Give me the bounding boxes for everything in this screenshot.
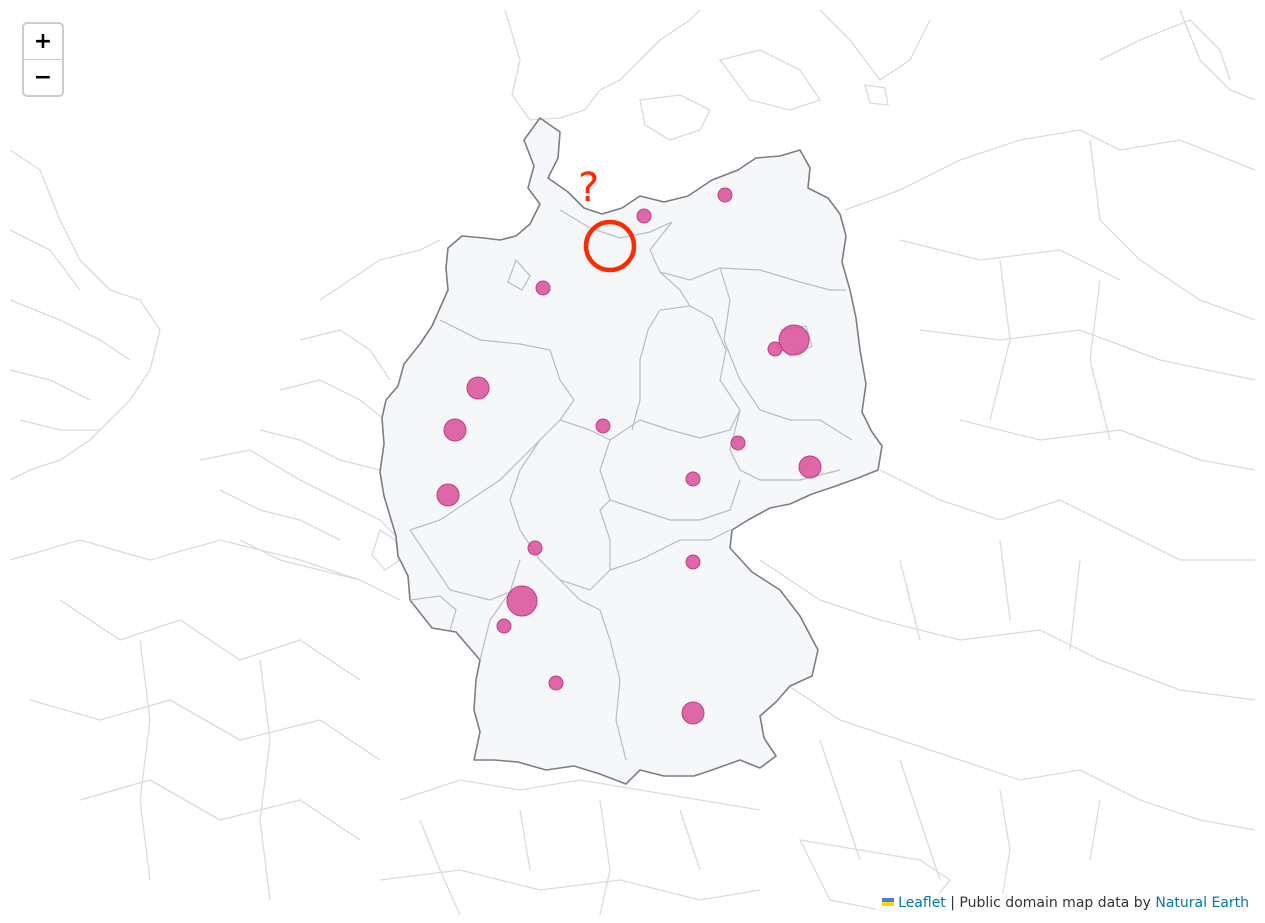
border-saarland bbox=[409, 595, 457, 631]
natural-earth-link[interactable]: Natural Earth bbox=[1155, 895, 1249, 911]
border-bremen bbox=[507, 258, 531, 291]
border-niedersachsen-east bbox=[631, 271, 692, 431]
city-marker[interactable] bbox=[527, 540, 543, 556]
city-markers bbox=[436, 187, 822, 725]
city-marker[interactable] bbox=[767, 341, 783, 357]
city-marker[interactable] bbox=[730, 435, 746, 451]
poland-coast bbox=[844, 129, 1256, 211]
city-marker[interactable] bbox=[798, 455, 822, 479]
belgium-border bbox=[199, 449, 401, 541]
border-rheinland-pfalz bbox=[409, 529, 521, 601]
germany-outline bbox=[379, 117, 883, 785]
city-marker[interactable] bbox=[466, 376, 490, 400]
denmark-east bbox=[718, 49, 822, 111]
czech-border bbox=[879, 469, 1255, 561]
border-schleswig-holstein bbox=[559, 209, 673, 239]
city-marker[interactable] bbox=[496, 618, 512, 634]
sweden-outline bbox=[819, 9, 1256, 101]
zoom-out-button[interactable]: − bbox=[24, 59, 62, 95]
border-bw-west bbox=[479, 591, 511, 661]
ukraine-flag-icon bbox=[882, 898, 895, 906]
attribution-text: Public domain map data by bbox=[959, 895, 1156, 911]
italy-north bbox=[379, 869, 761, 901]
austria-border bbox=[779, 679, 1256, 831]
denmark-islands bbox=[639, 94, 711, 141]
poland-regions bbox=[899, 239, 1256, 471]
border-bayern-bw bbox=[559, 579, 627, 761]
map-attribution: Leaflet | Public domain map data by Natu… bbox=[876, 893, 1255, 913]
poland-border bbox=[1089, 139, 1256, 321]
city-marker[interactable] bbox=[506, 585, 538, 617]
annotation-question-mark: ? bbox=[578, 165, 600, 211]
city-marker[interactable] bbox=[436, 483, 460, 507]
netherlands-regions bbox=[259, 329, 391, 471]
lithuania-region bbox=[1099, 19, 1231, 81]
luxembourg bbox=[371, 528, 401, 571]
czech-regions bbox=[759, 539, 1256, 701]
belgium-regions bbox=[219, 489, 361, 581]
germany-region bbox=[379, 117, 883, 785]
uk-regions bbox=[9, 229, 131, 431]
bornholm bbox=[864, 84, 889, 106]
attribution-separator: | bbox=[945, 895, 960, 911]
austria-regions bbox=[819, 739, 1101, 911]
city-marker[interactable] bbox=[717, 187, 733, 203]
uk-coast bbox=[9, 149, 161, 481]
border-brandenburg bbox=[719, 267, 853, 441]
zoom-control: + − bbox=[22, 22, 64, 97]
annotation-circle bbox=[583, 219, 637, 273]
city-marker[interactable] bbox=[636, 208, 652, 224]
slovenia-region bbox=[798, 839, 951, 911]
city-marker[interactable] bbox=[685, 554, 701, 570]
switzerland-regions bbox=[419, 799, 701, 916]
border-bayern-north bbox=[609, 529, 731, 571]
france-regions bbox=[29, 599, 381, 901]
switzerland-border bbox=[399, 779, 761, 811]
city-marker[interactable] bbox=[535, 280, 551, 296]
city-marker[interactable] bbox=[595, 418, 611, 434]
france-border bbox=[9, 539, 401, 601]
city-marker[interactable] bbox=[548, 675, 564, 691]
city-marker[interactable] bbox=[681, 701, 705, 725]
denmark-outline bbox=[504, 9, 701, 121]
netherlands-coast bbox=[319, 239, 441, 301]
city-marker[interactable] bbox=[778, 324, 810, 356]
leaflet-link[interactable]: Leaflet bbox=[898, 895, 946, 911]
city-marker[interactable] bbox=[685, 471, 701, 487]
zoom-in-button[interactable]: + bbox=[33, 29, 53, 54]
city-marker[interactable] bbox=[443, 418, 467, 442]
neighbor-borders bbox=[9, 9, 1256, 916]
border-thueringen bbox=[599, 419, 741, 521]
